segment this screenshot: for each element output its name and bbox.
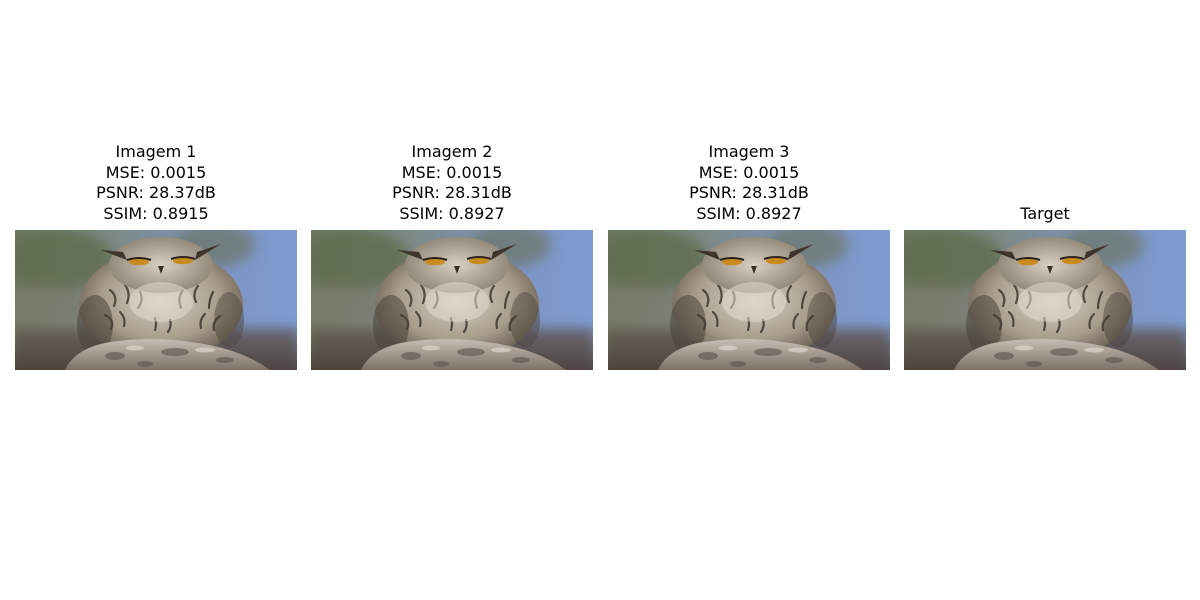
mse-value: MSE: 0.0015 xyxy=(698,162,800,182)
owl-photo xyxy=(608,230,890,370)
image-panel-1: Imagem 1 MSE: 0.0015 PSNR: 28.37dB SSIM:… xyxy=(15,0,297,370)
ssim-value: SSIM: 0.8915 xyxy=(103,203,209,223)
panel-title: Imagem 2 xyxy=(411,142,493,161)
caption-3: Imagem 3 MSE: 0.0015 PSNR: 28.31dB SSIM:… xyxy=(608,142,890,224)
caption-1: Imagem 1 MSE: 0.0015 PSNR: 28.37dB SSIM:… xyxy=(15,142,297,224)
ssim-value: SSIM: 0.8927 xyxy=(399,203,505,223)
panel-title: Imagem 1 xyxy=(115,142,197,161)
mse-value: MSE: 0.0015 xyxy=(401,162,503,182)
image-panel-2: Imagem 2 MSE: 0.0015 PSNR: 28.31dB SSIM:… xyxy=(311,0,593,370)
psnr-value: PSNR: 28.31dB xyxy=(689,183,809,202)
caption-target: Target xyxy=(904,204,1186,225)
caption-2: Imagem 2 MSE: 0.0015 PSNR: 28.31dB SSIM:… xyxy=(311,142,593,224)
psnr-value: PSNR: 28.37dB xyxy=(96,183,216,202)
owl-photo xyxy=(311,230,593,370)
panel-title: Target xyxy=(1020,203,1070,223)
image-panel-target: Target xyxy=(904,0,1186,370)
mse-value: MSE: 0.0015 xyxy=(105,162,207,182)
owl-photo-target xyxy=(904,230,1186,370)
panel-title: Imagem 3 xyxy=(708,142,790,161)
psnr-value: PSNR: 28.31dB xyxy=(392,183,512,202)
image-panel-3: Imagem 3 MSE: 0.0015 PSNR: 28.31dB SSIM:… xyxy=(608,0,890,370)
owl-photo xyxy=(15,230,297,370)
ssim-value: SSIM: 0.8927 xyxy=(696,203,802,223)
